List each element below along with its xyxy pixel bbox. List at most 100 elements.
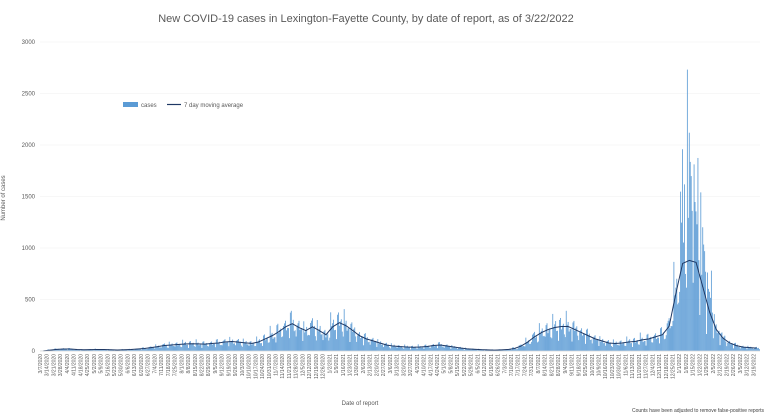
bar xyxy=(316,320,318,351)
bar xyxy=(317,331,319,351)
bar xyxy=(125,349,127,351)
bar xyxy=(191,343,193,351)
bar xyxy=(366,337,368,351)
bar xyxy=(134,349,136,351)
bar xyxy=(419,346,421,351)
bar xyxy=(410,349,411,351)
bar xyxy=(516,349,518,351)
bar xyxy=(404,344,406,351)
bar xyxy=(292,319,294,351)
bar xyxy=(91,349,93,351)
bar xyxy=(212,344,213,351)
bar xyxy=(204,344,206,351)
bar xyxy=(348,328,350,351)
bar xyxy=(704,251,706,351)
bar xyxy=(668,318,670,351)
bar xyxy=(163,344,164,351)
bar xyxy=(390,343,392,351)
x-tick-label: 8/8/2020 xyxy=(186,354,192,374)
bar xyxy=(158,345,160,351)
bar xyxy=(67,348,69,351)
bar xyxy=(413,346,415,351)
x-tick-label: 7/11/2020 xyxy=(159,354,165,376)
bar xyxy=(551,338,553,351)
bar xyxy=(381,344,383,351)
bar xyxy=(423,348,425,351)
bar xyxy=(717,330,719,351)
bar xyxy=(249,341,251,351)
bar xyxy=(634,337,635,351)
x-tick-label: 6/26/2021 xyxy=(496,354,502,376)
bar xyxy=(165,345,167,351)
bar xyxy=(565,310,567,351)
bar xyxy=(385,343,386,351)
bar xyxy=(388,347,390,351)
bar xyxy=(363,333,365,351)
bar xyxy=(669,328,671,351)
bar xyxy=(529,343,531,351)
bar xyxy=(144,348,146,351)
bar xyxy=(205,343,207,351)
x-tick-label: 8/22/2020 xyxy=(199,354,205,376)
bar xyxy=(105,349,107,351)
bar xyxy=(189,341,190,351)
x-tick-label: 10/31/2020 xyxy=(267,354,273,379)
bar xyxy=(140,349,142,351)
bar xyxy=(382,344,384,351)
bar xyxy=(624,345,626,351)
bar xyxy=(222,341,224,351)
bar xyxy=(320,334,322,351)
x-tick-label: 3/6/2021 xyxy=(388,354,394,374)
bar xyxy=(154,348,156,351)
bar xyxy=(719,345,721,351)
bar xyxy=(409,347,410,351)
bar xyxy=(148,347,150,351)
bar xyxy=(695,211,697,351)
x-axis-ticks: 3/7/2020 3/14/2020 3/21/2020 3/28/2020 4/4/2… xyxy=(38,354,757,379)
x-tick-label: 10/9/2021 xyxy=(596,354,602,376)
bar xyxy=(303,321,305,351)
bar xyxy=(743,347,745,351)
bar xyxy=(698,260,700,351)
x-tick-label: 8/14/2021 xyxy=(543,354,549,376)
bar xyxy=(400,346,402,351)
x-tick-label: 7/17/2021 xyxy=(516,354,522,376)
x-tick-label: 10/23/2021 xyxy=(610,354,616,379)
bar xyxy=(342,336,344,351)
bar xyxy=(604,342,606,351)
bar xyxy=(358,333,359,351)
bar xyxy=(69,348,71,351)
bar xyxy=(229,336,231,351)
bar xyxy=(101,349,103,351)
bar xyxy=(288,328,289,351)
bar xyxy=(592,337,594,351)
bar xyxy=(386,342,387,351)
bar xyxy=(261,343,262,351)
bar xyxy=(630,343,632,351)
legend-label-cases: cases xyxy=(141,103,157,109)
bar xyxy=(474,349,476,351)
bar xyxy=(159,347,161,351)
bar xyxy=(502,349,504,351)
bar xyxy=(660,327,662,351)
bar xyxy=(285,320,286,351)
bar xyxy=(235,345,236,351)
bar xyxy=(274,337,276,351)
bar xyxy=(656,338,657,351)
x-tick-label: 3/7/2020 xyxy=(38,354,44,374)
bar xyxy=(344,323,346,351)
bar xyxy=(482,349,484,351)
bar xyxy=(422,347,424,351)
bar xyxy=(549,328,551,351)
bar xyxy=(687,217,689,351)
x-tick-label: 8/29/2020 xyxy=(206,354,212,376)
bar xyxy=(489,350,491,351)
bar xyxy=(398,345,400,351)
bar xyxy=(208,346,210,351)
bar xyxy=(617,344,619,351)
bar xyxy=(636,340,638,351)
x-tick-label: 9/26/2020 xyxy=(233,354,239,376)
bar xyxy=(133,349,135,351)
x-tick-label: 12/4/2021 xyxy=(650,354,656,376)
bar xyxy=(265,338,267,351)
